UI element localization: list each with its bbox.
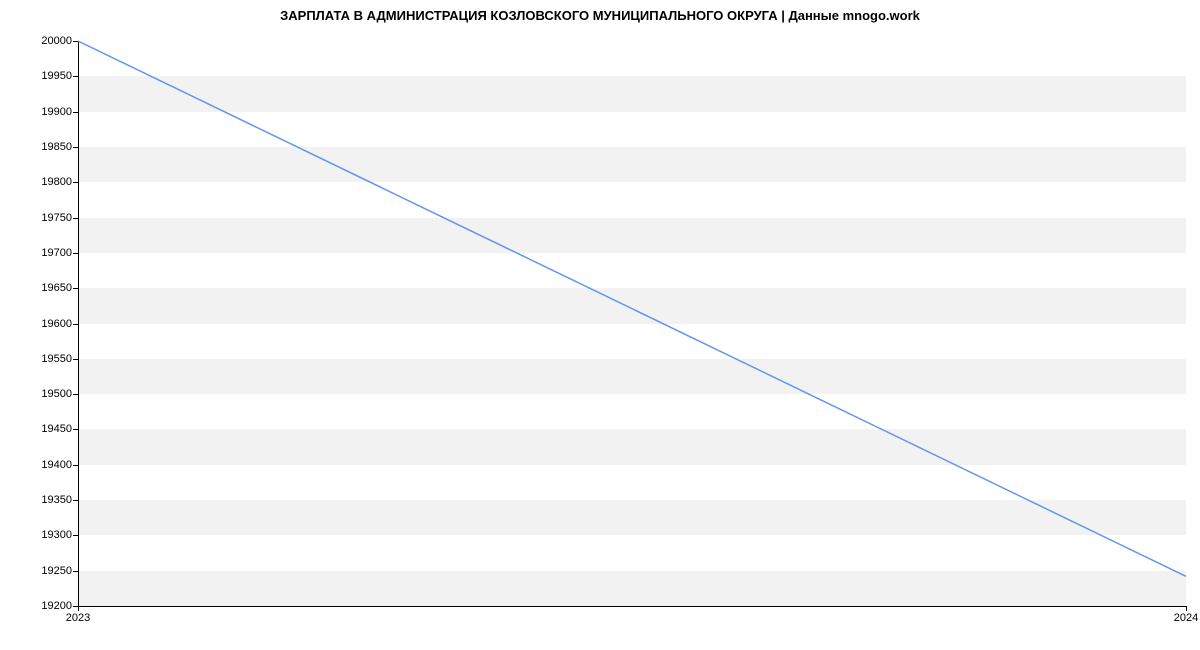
x-tick-label: 2024	[1174, 612, 1198, 624]
x-tick-mark	[78, 606, 79, 611]
y-tick-label: 19650	[41, 282, 72, 294]
y-tick-label: 20000	[41, 35, 72, 47]
y-tick-label: 19950	[41, 70, 72, 82]
y-tick-label: 19200	[41, 600, 72, 612]
x-axis-line	[78, 606, 1186, 607]
y-tick-label: 19500	[41, 388, 72, 400]
series-line	[78, 41, 1186, 576]
y-tick-label: 19700	[41, 247, 72, 259]
y-tick-label: 19900	[41, 106, 72, 118]
y-tick-label: 19250	[41, 565, 72, 577]
line-layer	[78, 41, 1186, 606]
y-tick-label: 19800	[41, 176, 72, 188]
chart-container: { "chart": { "type": "line", "title": "З…	[0, 0, 1200, 650]
y-tick-label: 19750	[41, 212, 72, 224]
x-tick-mark	[1186, 606, 1187, 611]
y-tick-label: 19400	[41, 459, 72, 471]
y-tick-label: 19550	[41, 353, 72, 365]
x-tick-label: 2023	[66, 612, 90, 624]
y-tick-label: 19300	[41, 529, 72, 541]
chart-title: ЗАРПЛАТА В АДМИНИСТРАЦИЯ КОЗЛОВСКОГО МУН…	[0, 8, 1200, 23]
y-tick-label: 19600	[41, 318, 72, 330]
y-tick-label: 19350	[41, 494, 72, 506]
y-tick-label: 19850	[41, 141, 72, 153]
plot-area: 1920019250193001935019400194501950019550…	[78, 41, 1186, 606]
y-tick-label: 19450	[41, 423, 72, 435]
